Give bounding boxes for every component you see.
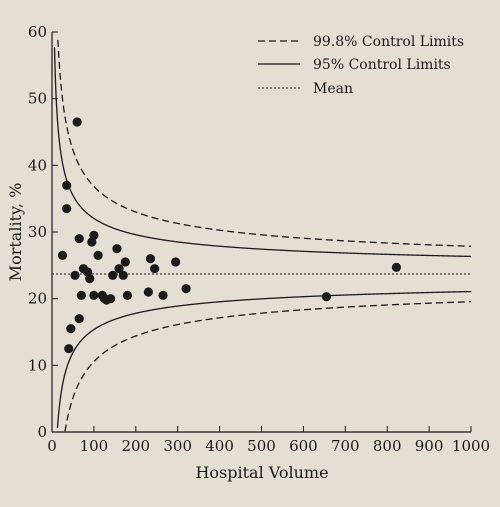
lower-998-limit-line	[64, 301, 472, 432]
data-point	[76, 290, 86, 300]
x-tick-label: 500	[247, 437, 276, 455]
data-point	[158, 290, 168, 300]
data-point	[89, 230, 99, 240]
data-point	[112, 244, 122, 254]
data-point	[143, 287, 153, 297]
control-limit-curves	[53, 39, 472, 432]
legend: 99.8% Control Limits 95% Control Limits …	[258, 34, 464, 97]
x-tick-label: 700	[331, 437, 360, 455]
data-point	[171, 257, 181, 267]
data-point	[120, 257, 130, 267]
upper-998-limit-line	[57, 39, 472, 247]
x-tick-label: 200	[121, 437, 150, 455]
data-point	[122, 290, 133, 300]
y-tick-label: 30	[28, 223, 47, 241]
x-tick-label: 100	[80, 437, 109, 455]
data-point	[66, 324, 76, 334]
lower-95-limit-line	[56, 290, 472, 429]
upper-95-limit-line	[53, 47, 472, 258]
x-tick-label: 1000	[452, 437, 490, 455]
data-point	[118, 270, 128, 280]
x-tick-label: 900	[415, 437, 444, 455]
data-point	[74, 234, 84, 244]
y-axis-title: Mortality, %	[6, 183, 25, 282]
data-point	[145, 254, 156, 264]
data-point	[108, 270, 118, 280]
data-point	[57, 250, 68, 260]
legend-label-mean: Mean	[313, 81, 353, 97]
data-point	[181, 284, 191, 294]
data-point	[321, 292, 332, 302]
legend-label-95: 95% Control Limits	[313, 57, 451, 73]
data-point	[62, 204, 72, 214]
y-tick-label: 10	[28, 356, 47, 374]
data-point	[391, 262, 402, 272]
data-point	[89, 290, 99, 300]
y-tick-label: 20	[28, 290, 47, 308]
data-point	[114, 264, 124, 274]
y-tick-label: 60	[28, 23, 47, 41]
data-point	[72, 117, 82, 127]
x-tick-label: 800	[373, 437, 402, 455]
y-tick-label: 0	[37, 423, 47, 441]
data-point	[62, 180, 72, 190]
data-points	[57, 117, 402, 354]
data-point	[70, 270, 80, 280]
data-point	[93, 250, 103, 260]
x-tick-label: 400	[205, 437, 234, 455]
x-tick-label: 0	[47, 437, 57, 455]
y-tick-label: 40	[28, 156, 47, 174]
data-point	[64, 344, 74, 354]
x-axis-title: Hospital Volume	[195, 463, 328, 482]
data-point	[150, 264, 160, 274]
x-tick-label: 300	[163, 437, 192, 455]
y-tick-label: 50	[28, 90, 47, 108]
x-tick-label: 600	[289, 437, 318, 455]
legend-label-998: 99.8% Control Limits	[313, 34, 464, 50]
data-point	[106, 294, 116, 304]
data-point	[74, 314, 84, 324]
data-point	[85, 274, 95, 284]
axes: 0 100 200 300 400 500 600 700 800 900 1000 0 10 20 30 4…	[28, 23, 490, 455]
